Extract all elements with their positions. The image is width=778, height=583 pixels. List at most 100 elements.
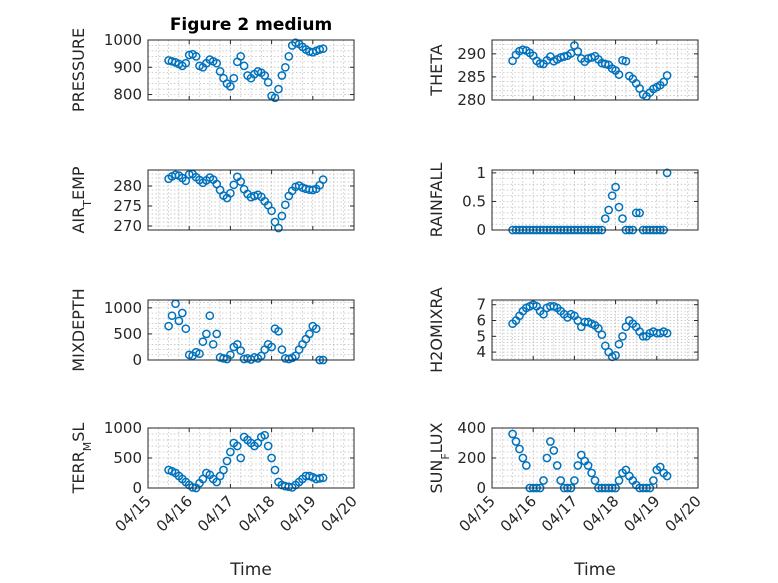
data-point [226,188,235,198]
y-axis-label: H2OMIXRA [427,287,446,373]
data-point [515,444,524,454]
data-point [318,44,328,54]
data-point [573,461,583,470]
data-point [607,191,617,201]
y-tick-label: 6 [476,312,486,330]
data-point [277,71,287,80]
data-point [318,175,328,184]
y-tick-label: 400 [457,419,486,437]
subplot-4: 0 0.5 1 RAINFALL [427,163,699,239]
subplot-1: 800 900 1000 PRESSURE [69,28,355,112]
data-point [236,52,246,61]
data-point [590,476,600,485]
data-point [226,447,235,457]
data-point [205,311,215,321]
data-point [263,441,273,451]
data-point [621,56,631,66]
data-point [546,437,555,446]
data-point [215,67,225,76]
y-axis-label: SUNFLUX [427,422,452,493]
x-tick-label: 04/17 [194,492,237,535]
data-point [236,453,246,463]
y-tick-label: 280 [113,177,142,195]
data-point [229,73,239,83]
data-point [280,200,290,210]
y-tick-label: 1000 [104,299,142,317]
y-axis-label: THETA [427,44,446,96]
data-point [226,350,235,360]
data-point [535,59,545,68]
data-point [239,61,249,71]
axes-border [491,39,699,101]
data-point [270,93,280,103]
data-point [181,324,191,334]
x-tick-label: 04/19 [276,492,319,535]
x-tick-label: 04/15 [112,492,155,535]
y-tick-label: 1000 [104,31,142,49]
x-tick-label: 04/18 [235,492,278,535]
y-tick-label: 280 [457,91,486,109]
data-point [274,223,283,233]
y-tick-label: 800 [113,86,142,104]
data-point [635,208,644,218]
data-point [594,324,603,333]
data-point [597,330,607,340]
data-point [236,177,246,186]
data-point [318,473,328,483]
data-point [208,339,218,349]
data-point [232,441,242,451]
data-point [518,453,528,463]
x-tick-label: 04/18 [579,492,622,535]
y-tick-label: 270 [113,217,142,235]
data-point [614,339,624,349]
data-point [638,331,648,341]
data-point [280,62,290,72]
data-point [219,354,228,363]
data-point [291,351,300,361]
data-point [649,476,658,485]
x-tick-label: 04/20 [662,492,705,535]
data-point [174,316,184,326]
data-point [614,476,624,485]
data-point [587,468,596,478]
data-point [614,70,624,79]
y-tick-label: 500 [113,325,142,343]
data-point [552,461,562,470]
data-point [521,461,531,470]
y-tick-label: 0 [132,351,142,369]
data-point [618,214,627,223]
figure-title: Figure 2 medium [170,15,332,35]
data-point [542,453,552,463]
data-point [260,430,270,440]
data-point [662,471,672,481]
data-point [305,329,314,339]
y-axis-label: AIRTEMP [69,166,94,233]
y-tick-label: 0 [132,479,142,497]
data-point [212,329,222,339]
data-point [198,337,208,347]
data-point [508,429,517,439]
data-point [583,461,593,470]
data-point [222,456,232,466]
data-point [270,465,280,475]
subplot-5: 0 500 1000 MIXDEPTH [69,288,355,372]
y-tick-label: 5 [476,327,486,345]
x-tick-label: 04/20 [318,492,361,535]
y-tick-label: 1000 [104,419,142,437]
data-point [556,476,566,485]
data-point [600,214,610,223]
data-point [631,208,641,218]
data-point [212,58,222,68]
data-point [181,176,191,186]
y-tick-label: 275 [113,197,142,215]
data-point [260,71,270,80]
data-point [171,170,180,180]
axes-border [147,427,355,489]
data-point [177,308,187,318]
axes-border [147,39,355,101]
data-point [267,453,276,463]
data-point [614,202,624,212]
data-point [195,349,204,359]
